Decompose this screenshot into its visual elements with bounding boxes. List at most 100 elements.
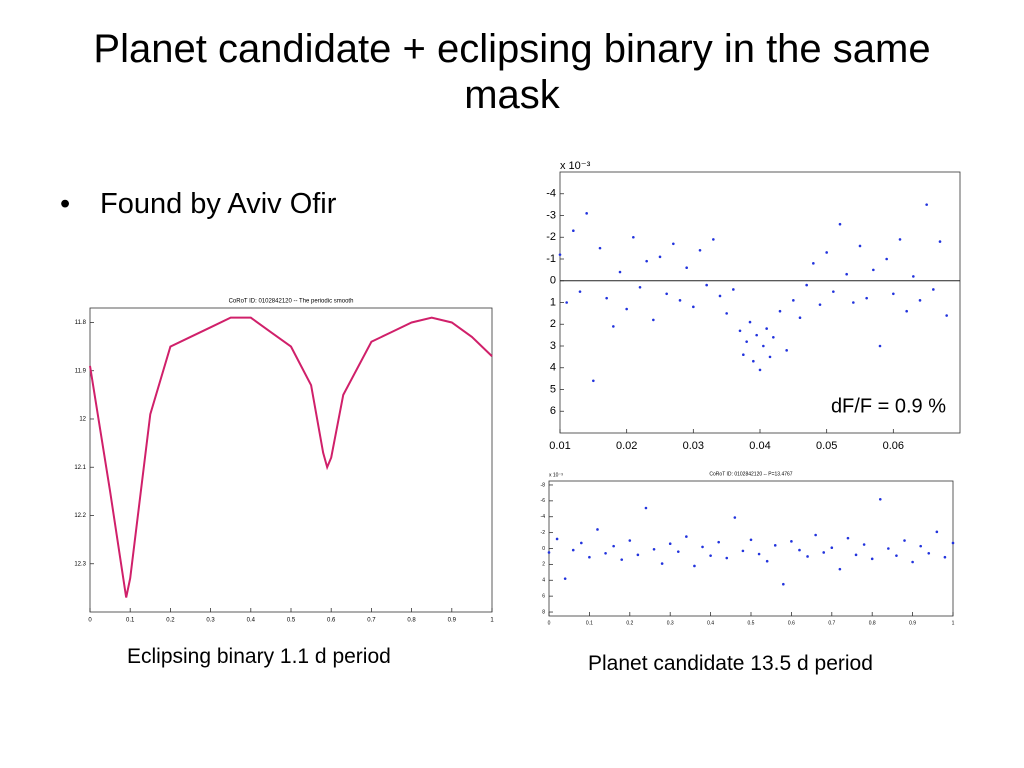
point xyxy=(919,544,922,548)
point xyxy=(872,268,875,272)
y-tick-label: 12.3 xyxy=(74,561,86,567)
x-tick-label: 0.3 xyxy=(667,620,674,626)
point xyxy=(865,296,868,300)
point xyxy=(765,559,769,563)
point xyxy=(748,320,752,324)
point xyxy=(672,242,675,246)
x-tick-label: 0.05 xyxy=(816,440,837,452)
x-tick-label: 0.7 xyxy=(828,620,835,626)
x-tick-label: 0 xyxy=(88,618,92,624)
point xyxy=(652,318,655,322)
x-tick-label: 0.4 xyxy=(247,618,256,624)
point xyxy=(892,292,895,296)
x-tick-label: 0.04 xyxy=(749,440,770,452)
point xyxy=(738,329,742,333)
point xyxy=(878,344,882,348)
x-tick-label: 0.6 xyxy=(788,620,795,626)
plot-frame xyxy=(559,171,961,434)
x-tick-label: 0.6 xyxy=(327,618,336,624)
point xyxy=(758,368,762,372)
point xyxy=(911,560,914,564)
x-tick-label: 0.01 xyxy=(549,440,570,452)
point xyxy=(768,355,772,359)
y-exponent: x 10⁻³ xyxy=(560,160,591,172)
y-tick-label: -8 xyxy=(541,482,546,488)
y-tick-label: 2 xyxy=(542,562,545,568)
point xyxy=(832,290,835,293)
point xyxy=(822,551,826,554)
x-tick-label: 0.03 xyxy=(683,440,704,452)
point xyxy=(945,314,948,317)
y-tick-label: -3 xyxy=(546,209,556,221)
point xyxy=(927,551,931,555)
point xyxy=(845,272,848,276)
point xyxy=(818,303,822,306)
point xyxy=(932,288,935,291)
point xyxy=(660,562,664,565)
point xyxy=(814,533,817,537)
point xyxy=(812,262,815,265)
point xyxy=(830,546,834,550)
point xyxy=(943,555,947,559)
point xyxy=(698,249,702,252)
y-tick-label: 4 xyxy=(550,362,556,374)
x-tick-label: 0.02 xyxy=(616,440,637,452)
x-tick-label: 0.5 xyxy=(748,620,755,626)
x-tick-label: 0.1 xyxy=(126,618,135,624)
point xyxy=(925,203,928,206)
point xyxy=(903,539,906,542)
point xyxy=(668,542,672,546)
point xyxy=(733,516,737,519)
point xyxy=(652,547,656,551)
x-tick-label: 0.9 xyxy=(909,620,916,626)
x-tick-label: 0.1 xyxy=(586,620,593,626)
point xyxy=(858,244,862,248)
chart-title: CoRoT ID: 0102842120 -- P=13.4767 xyxy=(709,471,792,477)
point xyxy=(555,537,559,541)
point xyxy=(632,235,635,239)
point xyxy=(951,541,955,545)
point xyxy=(709,554,712,557)
point xyxy=(571,548,575,552)
point xyxy=(718,294,722,298)
point xyxy=(749,538,753,542)
point xyxy=(618,270,622,274)
point xyxy=(605,296,608,300)
y-tick-label: 8 xyxy=(542,609,545,615)
point xyxy=(742,353,745,357)
point xyxy=(717,540,720,544)
y-tick-label: 12.2 xyxy=(74,513,86,519)
chart-title: CoRoT ID: 0102842120 -- The periodic smo… xyxy=(229,299,354,305)
point xyxy=(878,497,882,501)
y-tick-label: 0 xyxy=(542,546,545,552)
x-tick-label: 0.7 xyxy=(367,618,376,624)
point xyxy=(636,553,640,557)
curve xyxy=(89,316,493,598)
point xyxy=(705,283,708,287)
point xyxy=(665,292,668,296)
point xyxy=(565,301,568,304)
point xyxy=(798,548,801,552)
point xyxy=(912,275,915,278)
point xyxy=(846,536,850,540)
point xyxy=(755,333,758,337)
y-tick-label: 6 xyxy=(542,593,545,599)
point xyxy=(604,551,607,555)
y-tick-label: 2 xyxy=(550,318,556,330)
x-tick-label: 1 xyxy=(952,620,955,626)
y-tick-label: -1 xyxy=(546,253,556,265)
point xyxy=(547,551,551,554)
y-tick-label: -2 xyxy=(541,530,546,536)
plot-frame xyxy=(548,480,954,617)
x-tick-label: 0.9 xyxy=(448,618,457,624)
point xyxy=(725,312,728,315)
point xyxy=(785,349,788,352)
point xyxy=(898,238,902,241)
point xyxy=(638,285,642,289)
point xyxy=(825,251,828,254)
x-tick-label: 0.3 xyxy=(206,618,215,624)
point xyxy=(620,558,624,561)
x-tick-label: 0.5 xyxy=(287,618,296,624)
